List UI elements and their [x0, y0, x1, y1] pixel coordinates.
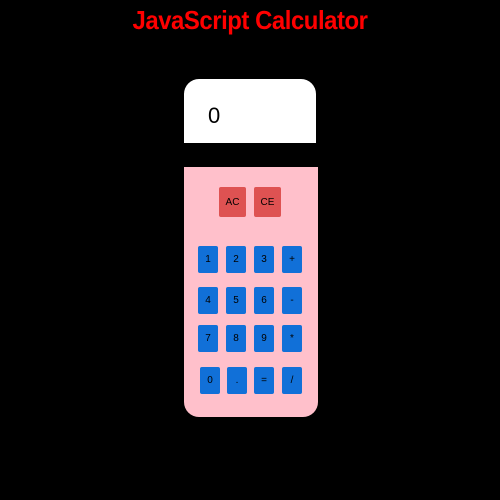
key-8-button[interactable]: 8	[226, 325, 246, 352]
key-4-button[interactable]: 4	[198, 287, 218, 314]
key-2-button[interactable]: 2	[226, 246, 246, 273]
equals-button[interactable]: =	[254, 367, 274, 394]
divide-button[interactable]: /	[282, 367, 302, 394]
decimal-button[interactable]: .	[227, 367, 247, 394]
calculator-keypad: AC CE 1 2 3 + 4 5 6 - 7 8 9 * 0 . = /	[184, 167, 318, 417]
key-5-button[interactable]: 5	[226, 287, 246, 314]
key-7-button[interactable]: 7	[198, 325, 218, 352]
multiply-button[interactable]: *	[282, 325, 302, 352]
plus-button[interactable]: +	[282, 246, 302, 273]
key-6-button[interactable]: 6	[254, 287, 274, 314]
key-1-button[interactable]: 1	[198, 246, 218, 273]
key-3-button[interactable]: 3	[254, 246, 274, 273]
minus-button[interactable]: -	[282, 287, 302, 314]
display-value: 0	[208, 103, 221, 128]
ce-button[interactable]: CE	[254, 187, 281, 217]
key-0-button[interactable]: 0	[200, 367, 220, 394]
page-title: JavaScript Calculator	[132, 5, 368, 35]
calculator-display: 0	[184, 79, 316, 143]
ac-button[interactable]: AC	[219, 187, 246, 217]
key-9-button[interactable]: 9	[254, 325, 274, 352]
